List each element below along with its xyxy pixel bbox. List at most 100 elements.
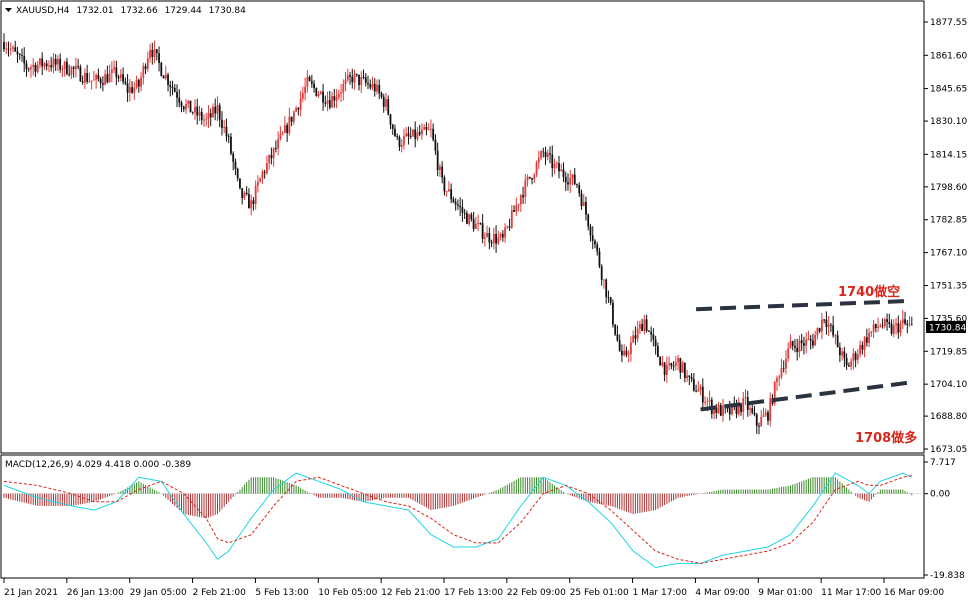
candle [322,83,324,111]
candle [753,405,756,417]
candle [497,230,500,246]
candle [45,60,48,71]
candle [549,146,551,164]
candle [416,127,419,142]
candle [164,65,167,81]
candle [283,116,286,134]
candle [432,123,435,142]
candle [803,336,805,355]
resistance-trend-line[interactable] [695,298,912,312]
candle [468,213,471,227]
candle [12,45,14,53]
candle [257,175,259,193]
candle [171,80,174,96]
candle [324,95,327,107]
candle [259,177,262,183]
candle [825,311,828,335]
candle [234,158,237,176]
candle [5,41,8,55]
candle [189,100,192,113]
candle [506,225,509,230]
candle [600,264,603,286]
candle [7,41,10,57]
candle [459,197,462,217]
candle [110,61,113,83]
price-tick-label: 1845.65 [930,85,967,95]
price-tick-label: 1735.60 [930,314,967,324]
price-tick-label: 1877.55 [930,18,967,28]
candle [119,69,122,82]
candle [371,76,374,91]
candle [425,122,428,136]
price-tick-label: 1673.05 [930,445,967,455]
candle [546,149,549,161]
candle [423,124,426,130]
candle [463,208,466,219]
candle [292,110,295,125]
candle [827,315,830,337]
candle [412,129,414,138]
candle [567,173,569,191]
candle [656,342,659,358]
time-tick-label: 10 Feb 05:00 [318,588,377,598]
candle [434,134,437,155]
candle [405,127,408,138]
macd-line [3,472,912,569]
candle [883,317,886,329]
candle [531,177,533,185]
candle [513,205,515,213]
candle [241,188,244,205]
candle [843,346,846,368]
candle [277,131,280,156]
candle [616,325,619,342]
candle [362,69,365,80]
candle [155,48,158,61]
support-trend-line[interactable] [700,380,913,412]
chart-menu-icon[interactable] [5,8,12,12]
candle [182,105,185,112]
candle [261,169,264,184]
candle [265,155,268,176]
time-tick-label: 2 Feb 21:00 [193,588,247,598]
candle [441,161,444,184]
candle [245,186,248,196]
time-tick-label: 4 Mar 09:00 [695,588,750,598]
candle [25,60,28,77]
candle [879,323,882,328]
candle [203,114,205,127]
candle [474,216,477,229]
candle [81,75,84,85]
ohlc-close: 1730.84 [209,6,246,16]
candle [852,348,855,370]
candle [106,65,109,84]
candle [816,327,819,340]
candle [589,223,592,242]
candle [571,173,574,186]
candle [270,147,273,165]
candle [63,60,66,77]
candle [380,91,383,99]
candle [88,72,91,83]
candle [576,183,578,189]
candle [524,174,527,204]
candle [679,357,682,379]
candle [281,131,284,136]
candle [663,361,666,382]
candle [263,169,266,179]
candle [230,132,232,156]
candle [439,163,441,178]
candle [328,90,331,110]
candle [400,139,403,153]
candle [310,74,313,88]
candle [551,145,554,177]
candle [603,279,605,289]
candle [659,356,662,366]
candle [672,360,675,371]
candle [391,123,394,135]
candle [872,319,875,339]
candle [212,103,214,118]
candle [856,348,859,364]
candle [97,68,100,82]
candle [158,46,160,72]
candle [344,72,347,92]
